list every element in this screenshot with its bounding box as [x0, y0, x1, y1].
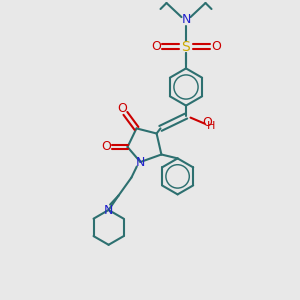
- Text: O: O: [117, 101, 127, 115]
- Text: S: S: [182, 40, 190, 53]
- Text: O: O: [151, 40, 161, 53]
- Text: H: H: [207, 121, 216, 131]
- Text: O: O: [211, 40, 221, 53]
- Text: N: N: [136, 155, 145, 169]
- Text: O: O: [203, 116, 212, 129]
- Text: N: N: [181, 13, 191, 26]
- Text: N: N: [104, 203, 113, 217]
- Text: O: O: [101, 140, 111, 154]
